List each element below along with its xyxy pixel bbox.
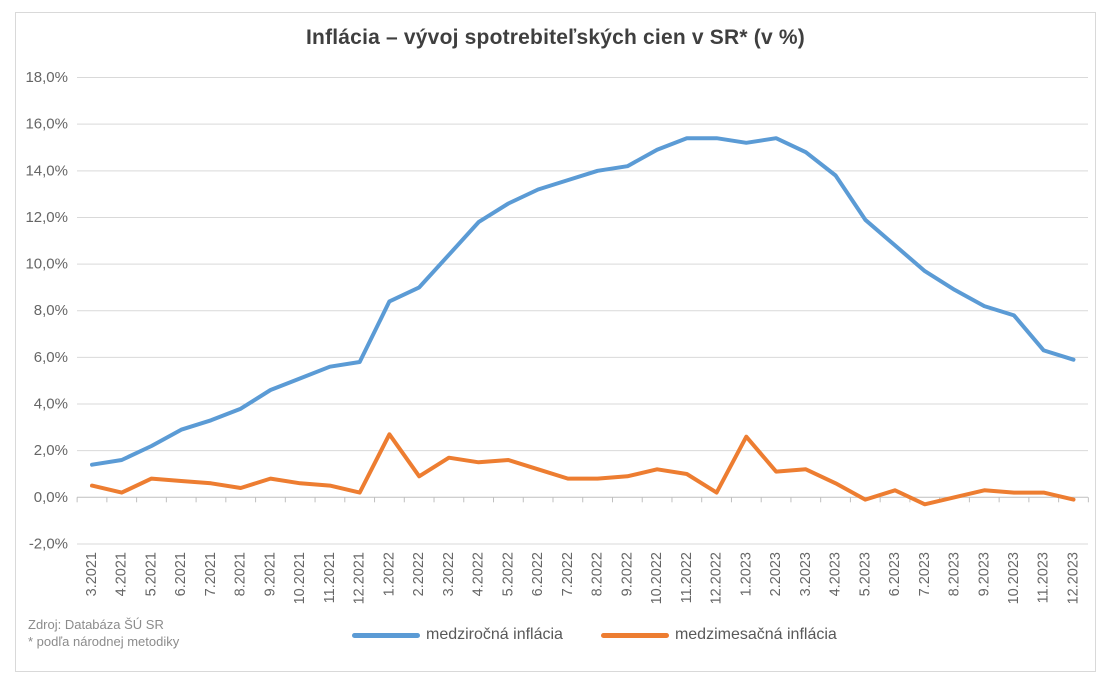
svg-text:3.2023: 3.2023 bbox=[798, 552, 814, 596]
svg-text:10,0%: 10,0% bbox=[25, 256, 68, 273]
svg-text:18,0%: 18,0% bbox=[25, 69, 68, 86]
legend-swatch-mom bbox=[600, 632, 669, 638]
svg-text:16,0%: 16,0% bbox=[25, 116, 68, 133]
methodology-note: * podľa národnej metodiky bbox=[28, 634, 180, 649]
source-line: Zdroj: Databáza ŠÚ SR bbox=[28, 617, 164, 632]
svg-text:6.2023: 6.2023 bbox=[887, 552, 903, 596]
svg-text:4.2021: 4.2021 bbox=[114, 552, 130, 596]
svg-text:10.2022: 10.2022 bbox=[649, 552, 665, 604]
svg-text:12.2021: 12.2021 bbox=[352, 552, 368, 604]
svg-text:12.2023: 12.2023 bbox=[1065, 552, 1081, 604]
svg-text:5.2021: 5.2021 bbox=[143, 552, 159, 596]
chart-title: Inflácia – vývoj spotrebiteľských cien v… bbox=[306, 26, 805, 49]
svg-text:2.2023: 2.2023 bbox=[768, 552, 784, 596]
svg-text:8.2021: 8.2021 bbox=[233, 552, 249, 596]
svg-text:1.2023: 1.2023 bbox=[738, 552, 754, 596]
svg-text:3.2022: 3.2022 bbox=[441, 552, 457, 596]
svg-text:2.2022: 2.2022 bbox=[411, 552, 427, 596]
svg-text:6.2021: 6.2021 bbox=[173, 552, 189, 596]
svg-text:4.2023: 4.2023 bbox=[828, 552, 844, 596]
svg-text:11.2021: 11.2021 bbox=[322, 552, 338, 603]
svg-text:11.2023: 11.2023 bbox=[1036, 552, 1052, 603]
legend-item-mom: medzimesačná inflácia bbox=[600, 626, 837, 644]
svg-text:10.2023: 10.2023 bbox=[1006, 552, 1022, 604]
svg-text:10.2021: 10.2021 bbox=[292, 552, 308, 604]
svg-text:1.2022: 1.2022 bbox=[381, 552, 397, 596]
svg-text:7.2022: 7.2022 bbox=[560, 552, 576, 596]
svg-text:8.2023: 8.2023 bbox=[947, 552, 963, 596]
svg-text:9.2022: 9.2022 bbox=[619, 552, 635, 596]
svg-text:9.2021: 9.2021 bbox=[262, 552, 278, 596]
chart-border bbox=[15, 12, 1096, 672]
legend-label-mom: medzimesačná inflácia bbox=[674, 626, 837, 643]
svg-text:2,0%: 2,0% bbox=[34, 442, 68, 459]
svg-text:5.2022: 5.2022 bbox=[500, 552, 516, 596]
legend-swatch-yoy bbox=[352, 632, 420, 638]
svg-text:8,0%: 8,0% bbox=[34, 302, 68, 319]
svg-text:12,0%: 12,0% bbox=[25, 209, 68, 226]
legend: medziročná inflácia medzimesačná infláci… bbox=[352, 626, 837, 644]
svg-text:-2,0%: -2,0% bbox=[29, 535, 68, 552]
source-note: Zdroj: Databáza ŠÚ SR * podľa národnej m… bbox=[28, 616, 179, 650]
svg-text:3.2021: 3.2021 bbox=[84, 552, 100, 596]
svg-text:8.2022: 8.2022 bbox=[590, 552, 606, 596]
svg-text:0,0%: 0,0% bbox=[34, 489, 68, 506]
svg-text:11.2022: 11.2022 bbox=[679, 552, 695, 603]
svg-text:5.2023: 5.2023 bbox=[857, 552, 873, 596]
svg-text:12.2022: 12.2022 bbox=[709, 552, 725, 604]
svg-text:4.2022: 4.2022 bbox=[471, 552, 487, 596]
legend-item-yoy: medziročná inflácia bbox=[352, 626, 563, 644]
svg-text:4,0%: 4,0% bbox=[34, 396, 68, 413]
svg-text:9.2023: 9.2023 bbox=[976, 552, 992, 596]
svg-text:6.2022: 6.2022 bbox=[530, 552, 546, 596]
svg-text:7.2023: 7.2023 bbox=[917, 552, 933, 596]
svg-text:7.2021: 7.2021 bbox=[203, 552, 219, 596]
legend-label-yoy: medziročná inflácia bbox=[426, 626, 563, 643]
svg-text:14,0%: 14,0% bbox=[25, 162, 68, 179]
svg-text:6,0%: 6,0% bbox=[34, 349, 68, 366]
